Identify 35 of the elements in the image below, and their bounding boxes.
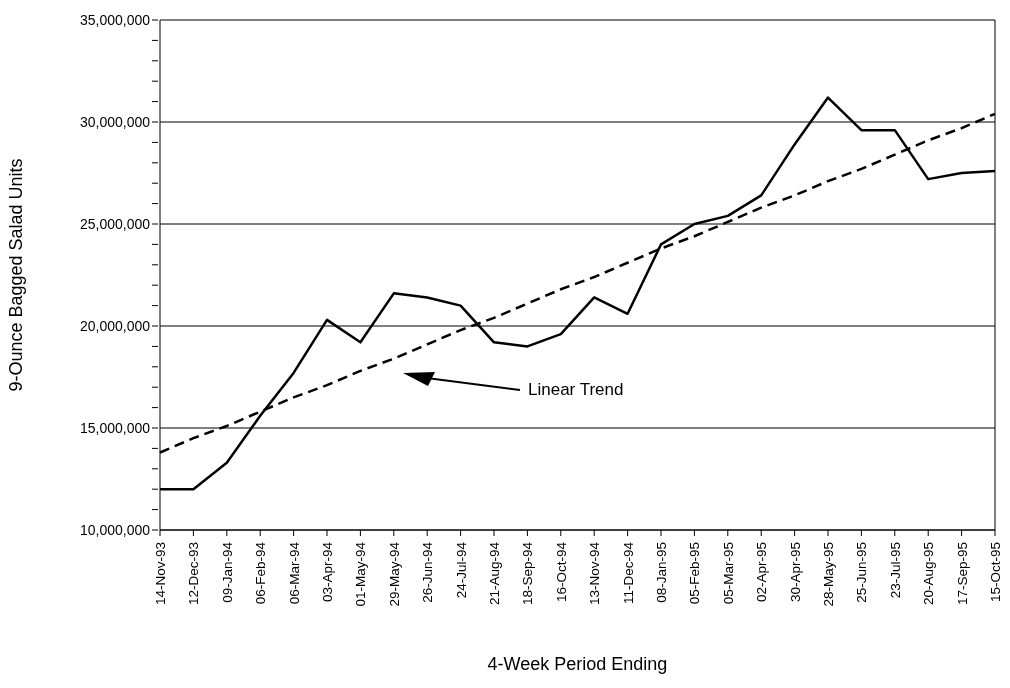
x-tick-label: 09-Jan-94 [219,541,235,603]
annotation: Linear Trend [528,380,624,399]
x-tick-label: 01-May-94 [353,541,369,607]
x-tick-label: 08-Jan-95 [654,542,669,603]
x-tick-label: 29-May-94 [386,541,402,607]
x-tick-label: 05-Feb-95 [687,542,703,605]
y-tick-label: 15,000,000 [79,420,151,436]
y-tick-label: 35,000,000 [79,12,151,28]
x-tick-label: 11-Dec-94 [620,541,636,605]
x-tick-label: 02-Apr-95 [754,542,770,603]
x-tick-label: 28-May-95 [821,542,836,607]
x-tick-label: 12-Dec-93 [186,542,202,606]
x-tick-label: 26-Jun-94 [420,541,436,603]
x-tick-label: 16-Oct-94 [553,541,569,603]
y-tick-label: 10,000,000 [79,522,151,538]
x-tick-label: 03-Apr-94 [320,541,335,603]
x-tick-label: 21-Aug-94 [487,541,502,606]
x-tick-label: 30-Apr-95 [787,542,803,603]
x-tick-label: 17-Sep-95 [954,542,970,606]
x-tick-label: 06-Mar-94 [286,541,302,605]
x-tick-label: 06-Feb-94 [253,541,269,605]
x-tick-label: 15-Oct-95 [988,542,1003,603]
x-tick-label: 23-Jul-95 [887,542,903,599]
x-axis-title: 4-Week Period Ending [487,654,668,674]
x-tick-label: 25-Jun-95 [854,542,870,603]
x-tick-label: 14-Nov-93 [153,542,168,606]
x-tick-label: 13-Nov-94 [587,541,603,606]
y-tick-label: 20,000,000 [79,318,151,334]
x-tick-label: 05-Mar-95 [720,542,736,605]
y-tick-label: 30,000,000 [79,114,151,130]
x-tick-label: 24-Jul-94 [453,541,469,599]
y-axis-title: 9-Ounce Bagged Salad Units [6,158,27,392]
x-tick-label: 20-Aug-95 [921,542,937,606]
x-tick-label: 18-Sep-94 [520,541,536,606]
y-tick-label: 25,000,000 [79,216,151,232]
